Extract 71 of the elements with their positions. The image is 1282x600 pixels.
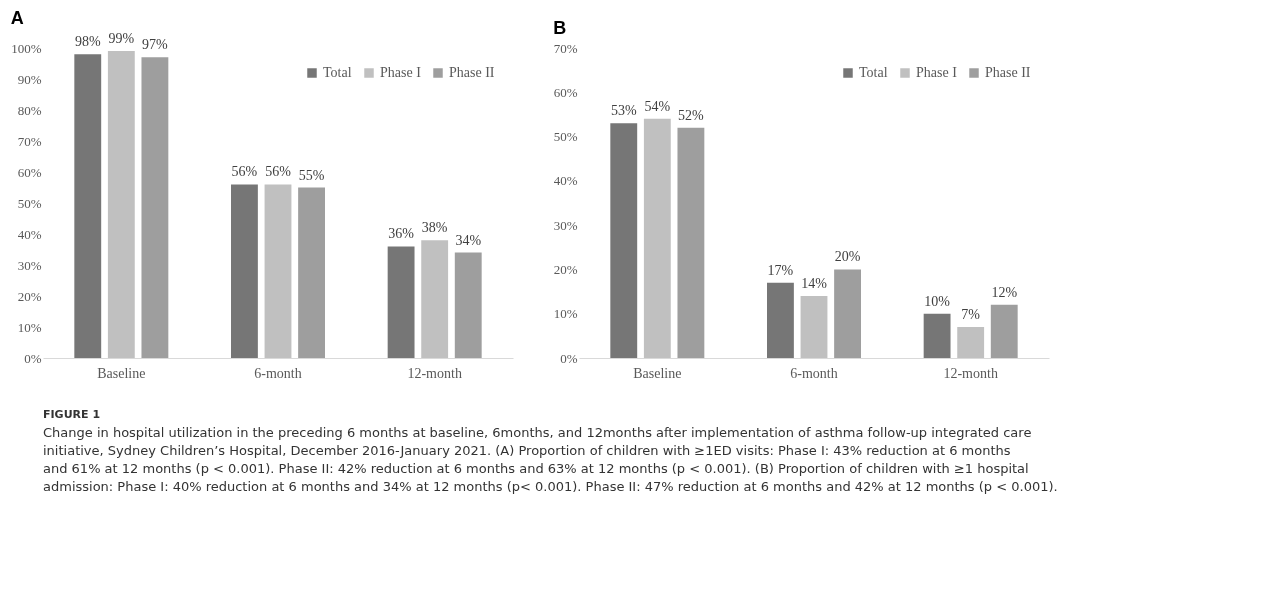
y-tick-label: 50% [553, 129, 578, 145]
bar [421, 240, 449, 358]
y-tick-label: 50% [17, 195, 42, 211]
text: 17% [767, 262, 794, 278]
x-tick-label: 12-month [943, 365, 998, 381]
legend-label: Phase II [449, 65, 495, 80]
bar [141, 57, 169, 358]
text: 97% [142, 37, 168, 53]
text: 54% [644, 98, 671, 114]
y-tick-label: 30% [17, 257, 42, 273]
text: 56% [265, 164, 291, 180]
chart-title: B [553, 18, 567, 38]
text: 56% [231, 164, 258, 180]
x-tick-label: 6-month [790, 365, 838, 381]
bar [231, 184, 258, 358]
bar [387, 246, 415, 358]
x-tick-label: 6-month [254, 365, 302, 381]
y-tick-label: 60% [17, 164, 42, 180]
chart-title: A [10, 8, 24, 29]
text: 53% [610, 103, 637, 119]
bar [454, 252, 482, 358]
text: 38% [421, 220, 448, 236]
text: 10% [924, 293, 950, 309]
y-tick-label: 40% [553, 173, 578, 189]
y-tick-label: 70% [17, 133, 42, 149]
y-tick-label: 60% [553, 84, 578, 100]
bar [923, 313, 951, 358]
y-tick-label: 90% [17, 71, 42, 87]
text: 14% [801, 276, 827, 291]
bar [800, 296, 828, 358]
text: 36% [388, 226, 414, 242]
y-tick-label: 30% [553, 217, 578, 233]
legend-label: Total [859, 65, 888, 80]
text: 34% [455, 232, 482, 248]
legend-label: Phase I [916, 65, 958, 80]
y-tick-label: 20% [17, 288, 42, 304]
caption: FIGURE 1 [43, 408, 101, 421]
text: 52% [678, 107, 704, 123]
bar [610, 123, 638, 358]
y-tick-label: 0% [560, 350, 578, 366]
y-tick-label: 10% [17, 319, 42, 335]
x-tick-label: 12-month [407, 365, 462, 381]
bar [834, 269, 861, 358]
y-tick-label: 40% [17, 226, 42, 242]
text: 99% [108, 31, 135, 47]
legend-label: Phase II [985, 65, 1031, 80]
bar [957, 327, 985, 358]
bar [767, 282, 794, 358]
y-tick-label: 10% [553, 306, 578, 322]
y-tick-label: 0% [24, 350, 42, 366]
y-tick-label: 70% [553, 40, 578, 56]
bar [298, 187, 325, 358]
bar [107, 51, 135, 358]
y-tick-label: 20% [553, 261, 578, 277]
bar [74, 54, 102, 358]
text: 20% [834, 249, 861, 265]
text: Change in hospital utilization in the preceding 6 months at baseline, 6months, and 12months after implementation of asthma follow-up integrated care initiative, Sydney Children’s Hospital, December 2016-January 2021. (A) Proportion of children with ≥1ED visits: Phase I: 43% reduction at 6 months and 61% at 12 months (p < 0.001). Phase II: 42% reduction at 6 months and 63% at 12 months (p < 0.001). (B) Proportion of children with ≥1 hospital admission: Phase I: 40% reduction at 6 months and 34% at 12 months (p< 0.001). Phase II: 47% reduction at 6 months and 42% at 12 months (p < 0.001). [43, 425, 1058, 494]
bar [264, 184, 292, 358]
bar [643, 118, 671, 358]
text: 55% [298, 167, 325, 183]
legend-label: Total [323, 65, 352, 80]
bar [677, 127, 705, 358]
text: 7% [961, 307, 980, 322]
y-tick-label: 80% [17, 102, 42, 118]
text: 98% [74, 34, 101, 50]
x-tick-label: Baseline [633, 365, 682, 381]
x-tick-label: Baseline [97, 365, 146, 381]
legend-label: Phase I [380, 65, 422, 80]
y-tick-label: 100% [11, 40, 42, 56]
bar [990, 304, 1018, 358]
text: 12% [991, 284, 1018, 300]
